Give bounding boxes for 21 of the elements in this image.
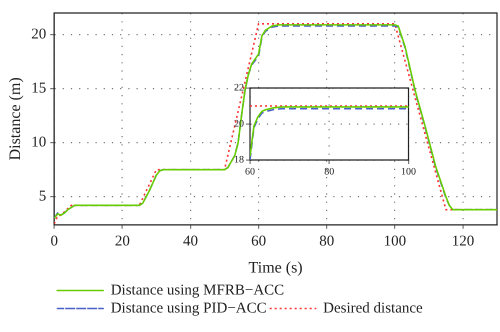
- x-tick-label: 20: [114, 234, 130, 250]
- x-tick-label: 60: [245, 166, 255, 178]
- y-tick-label: 18: [234, 154, 244, 166]
- x-tick-label: 80: [319, 234, 334, 250]
- x-axis-title: Time (s): [248, 260, 303, 277]
- legend-label: Distance using PID−ACC: [110, 300, 267, 316]
- y-tick-label: 20: [31, 26, 46, 43]
- x-tick-label: 100: [384, 234, 406, 250]
- y-tick-label: 22: [234, 82, 244, 94]
- legend-label: Distance using MFRB−ACC: [110, 282, 284, 298]
- x-tick-label: 60: [251, 234, 266, 250]
- x-tick-label: 0: [50, 234, 58, 250]
- y-tick-label: 10: [31, 134, 46, 151]
- y-tick-label: 15: [31, 80, 46, 97]
- y-axis-title: Distance (m): [6, 77, 24, 160]
- x-tick-label: 40: [182, 234, 198, 250]
- y-tick-label: 5: [38, 188, 46, 205]
- x-tick-label: 80: [324, 166, 334, 178]
- legend-label: Desired distance: [323, 300, 424, 316]
- x-tick-label: 120: [452, 234, 474, 250]
- x-tick-label: 100: [401, 166, 416, 178]
